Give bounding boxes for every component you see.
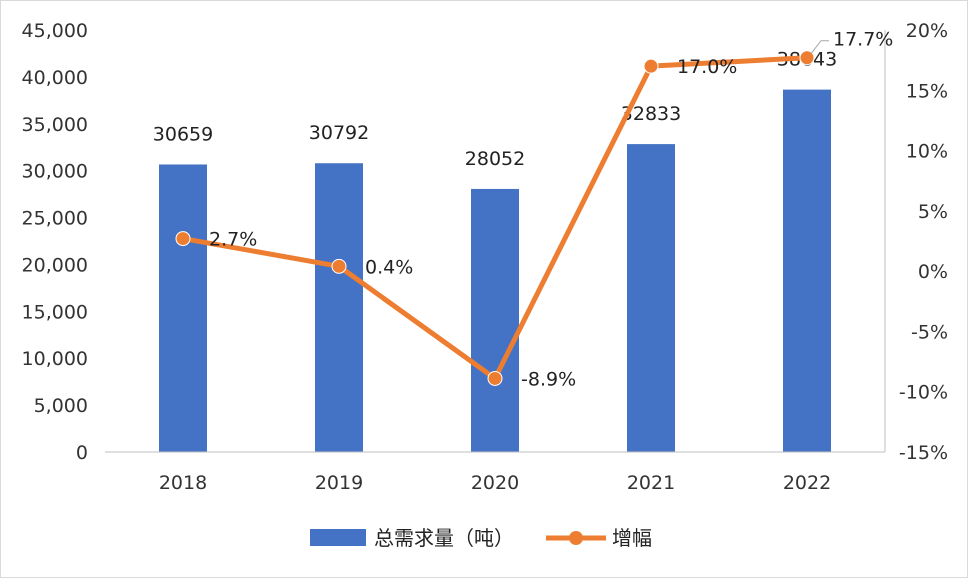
bar-data-labels: 3065930792280523283338643: [153, 49, 837, 170]
right-tick: 10%: [906, 141, 948, 163]
line-series: [175, 50, 815, 386]
bar-2021: [627, 144, 675, 452]
legend-bar-label: 总需求量（吨）: [374, 526, 514, 550]
bar-series: [159, 89, 831, 453]
growth-point-2022: [799, 50, 815, 66]
right-tick: -10%: [899, 382, 948, 404]
left-tick: 30,000: [22, 161, 88, 183]
right-tick: 20%: [906, 20, 948, 42]
left-tick: 45,000: [22, 20, 88, 42]
x-tick-labels: 2018 2019 2020 2021 2022: [159, 472, 831, 494]
right-tick: 0%: [918, 261, 948, 283]
growth-label-2021: 17.0%: [677, 56, 737, 78]
right-tick: -5%: [911, 321, 948, 343]
bar-label-2021: 32833: [621, 103, 681, 125]
bar-label-2018: 30659: [153, 123, 213, 145]
left-tick: 5,000: [34, 395, 88, 417]
bar-2020: [471, 188, 519, 452]
right-tick: 15%: [906, 80, 948, 102]
bar-2019: [315, 163, 363, 452]
x-tick-2021: 2021: [627, 472, 675, 494]
legend-bar-swatch: [310, 529, 366, 546]
growth-point-2020: [487, 370, 503, 386]
left-tick: 35,000: [22, 114, 88, 136]
x-tick-2019: 2019: [315, 472, 363, 494]
right-tick: -15%: [899, 442, 948, 464]
x-tick-2022: 2022: [783, 472, 831, 494]
growth-label-2019: 0.4%: [365, 256, 413, 278]
left-tick: 25,000: [22, 208, 88, 230]
growth-leader-line: [810, 40, 829, 55]
growth-point-2019: [331, 258, 347, 274]
line-data-labels: 2.7% 0.4% -8.9% 17.0% 17.7%: [209, 29, 893, 391]
bar-label-2020: 28052: [465, 148, 525, 170]
growth-point-2021: [643, 58, 659, 74]
bar-2022: [783, 89, 831, 452]
x-tick-2020: 2020: [471, 472, 519, 494]
left-tick: 20,000: [22, 254, 88, 276]
left-tick: 0: [76, 442, 88, 464]
right-axis-tick-labels: -15% -10% -5% 0% 5% 10% 15% 20%: [899, 20, 948, 464]
legend-line-label: 增幅: [612, 526, 652, 550]
left-tick: 15,000: [22, 301, 88, 323]
growth-label-2018: 2.7%: [209, 229, 257, 251]
legend: 总需求量（吨） 增幅: [310, 526, 652, 550]
left-tick: 10,000: [22, 348, 88, 370]
bar-label-2019: 30792: [309, 122, 369, 144]
growth-point-2018: [175, 231, 191, 247]
right-tick: 5%: [918, 201, 948, 223]
growth-label-2020: -8.9%: [521, 368, 576, 390]
growth-label-2022: 17.7%: [833, 29, 893, 51]
x-tick-2018: 2018: [159, 472, 207, 494]
legend-line-marker: [569, 531, 583, 545]
bar-2018: [159, 164, 207, 453]
left-tick: 40,000: [22, 67, 88, 89]
left-axis-tick-labels: 0 5,000 10,000 15,000 20,000 25,000 30,000 35,0…: [22, 20, 88, 464]
